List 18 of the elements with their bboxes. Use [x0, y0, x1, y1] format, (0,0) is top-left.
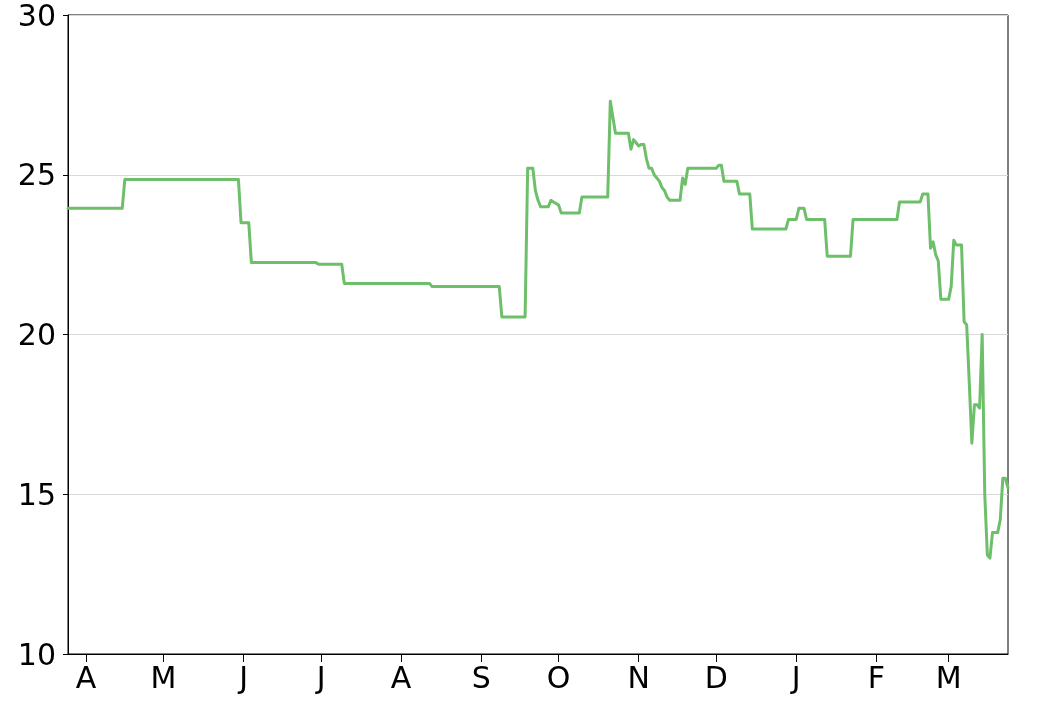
x-tick-label: D	[704, 659, 728, 695]
x-tick-label: M	[150, 659, 177, 695]
x-tick-label: S	[471, 659, 491, 695]
x-tick-label: A	[75, 659, 97, 695]
x-tick-label: M	[935, 659, 962, 695]
line-series	[66, 99, 1010, 560]
x-tick-label: F	[867, 659, 885, 695]
x-tick-label: O	[546, 659, 571, 695]
x-tick-label: J	[314, 659, 326, 695]
x-tick-label: J	[237, 659, 249, 695]
x-tick-label: A	[390, 659, 412, 695]
y-tick-label: 10	[17, 636, 56, 672]
y-tick-label: 15	[17, 476, 56, 512]
x-tick-label: J	[789, 659, 801, 695]
y-tick-label: 30	[17, 0, 56, 33]
y-tick-label: 25	[17, 157, 56, 193]
x-tick-label: N	[627, 659, 650, 695]
y-tick-label: 20	[17, 317, 56, 352]
